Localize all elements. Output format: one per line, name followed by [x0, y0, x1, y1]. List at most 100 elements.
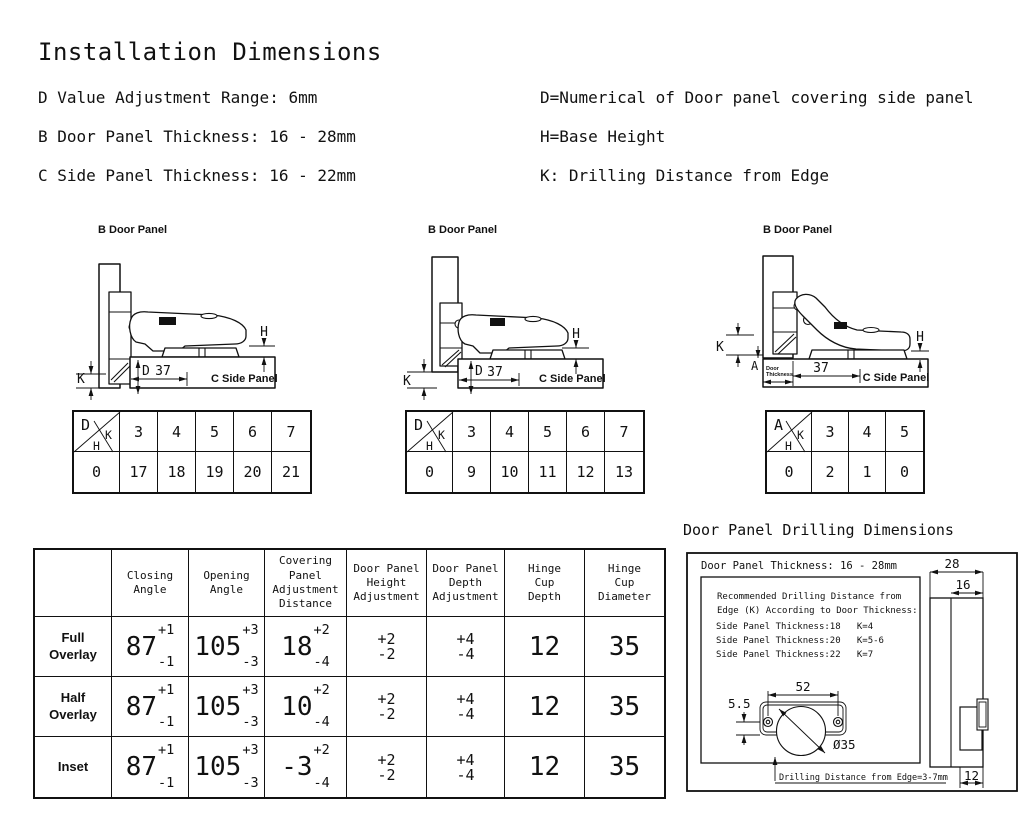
table-cell: 5 [196, 412, 234, 452]
corner-cell: D K H [406, 411, 454, 453]
diagram-full-overlay: B Door Panel C Side Panel [76, 224, 278, 400]
side-panel-shape: C Side Panel [457, 358, 606, 389]
header-depth-adjustment: Door Panel Depth Adjustment [427, 550, 505, 617]
hinge-clip [490, 318, 505, 326]
dimension-h: H [911, 330, 929, 372]
dimension-d-37: D 37 [459, 361, 520, 394]
dimension-d-37: D 37 [131, 360, 188, 394]
edge-distance-note: Drilling Distance from Edge=3-7mm [772, 757, 948, 784]
table-cell: 0 [767, 452, 812, 492]
info-d-adjustment-range: D Value Adjustment Range: 6mm [38, 88, 318, 107]
svg-text:K: K [77, 372, 85, 387]
svg-text:5.5: 5.5 [728, 696, 751, 711]
cell-covering-distance: 10 +2 -4 [265, 677, 347, 737]
svg-text:K: K [716, 340, 724, 355]
svg-text:H: H [426, 439, 433, 453]
svg-text:H: H [785, 439, 792, 453]
svg-text:A: A [751, 359, 759, 373]
svg-text:D: D [475, 364, 483, 379]
table-cell: 7 [605, 412, 643, 452]
table-cell: 7 [272, 412, 310, 452]
table-cell: 3 [120, 412, 158, 452]
diagram-half-overlay: B Door Panel C Side Panel [403, 224, 606, 400]
door-panel-label: B Door Panel [763, 224, 832, 236]
table-cell: 19 [196, 452, 234, 492]
table-cell: 3 [812, 412, 849, 452]
cell-covering-distance: -3 +2 -4 [265, 737, 347, 797]
hinge-arm-shape [794, 293, 911, 360]
corner-cell: A K H [766, 411, 813, 453]
door-thickness-note: Door Panel Thickness: 16 - 28mm [701, 560, 897, 572]
corner-diagonals: D K H [73, 411, 121, 453]
dimension-h: H [249, 325, 275, 372]
svg-text:37: 37 [155, 364, 171, 379]
header-height-adjustment: Door Panel Height Adjustment [347, 550, 427, 617]
svg-text:37: 37 [487, 365, 503, 380]
svg-text:K: K [797, 428, 804, 442]
svg-text:H: H [916, 330, 924, 345]
table-cell: 12 [567, 452, 605, 492]
header-hinge-cup-depth: Hinge Cup Depth [505, 550, 585, 617]
svg-text:Ø35: Ø35 [833, 737, 856, 752]
thickness-row: Side Panel Thickness:22 K=7 [716, 650, 873, 660]
svg-text:D: D [414, 416, 423, 434]
svg-text:H: H [93, 439, 100, 453]
hinge-arm-shape [129, 311, 247, 358]
cell-hinge-cup-depth: 12 [505, 617, 585, 677]
table-cell: 0 [74, 452, 120, 492]
side-panel-shape: C Side Panel [129, 356, 278, 389]
dimension-a: A [751, 346, 761, 373]
svg-text:D: D [142, 364, 150, 379]
thickness-row: Side Panel Thickness:20 K=5-6 [716, 636, 884, 646]
svg-text:K: K [105, 428, 112, 442]
cell-closing-angle: 87 +1 -1 [112, 737, 189, 797]
header-opening-angle: Opening Angle [189, 550, 265, 617]
door-thickness-callout: Door Thickness [763, 361, 794, 386]
cell-depth-adjustment: +4 -4 [427, 617, 505, 677]
row-label-inset: Inset [35, 737, 112, 797]
table-cell: 6 [234, 412, 272, 452]
svg-text:12: 12 [964, 768, 979, 783]
drilling-section-heading: Door Panel Drilling Dimensions [683, 521, 954, 539]
dimension-5-5: 5.5 [728, 696, 760, 745]
svg-text:D: D [81, 416, 90, 434]
svg-text:K: K [403, 374, 411, 389]
table-cell: 9 [453, 452, 491, 492]
dimension-28: 28 [929, 556, 984, 598]
svg-text:Drilling Distance from Edge=3-: Drilling Distance from Edge=3-7mm [779, 773, 948, 783]
side-panel-label: C Side Panel [539, 373, 606, 385]
table-cell: 18 [158, 452, 196, 492]
table-cell: 4 [158, 412, 196, 452]
corner-diagonals: D K H [406, 411, 454, 453]
cell-opening-angle: 105 +3 -3 [189, 617, 265, 677]
table-cell: 5 [529, 412, 567, 452]
cell-hinge-cup-diameter: 35 [585, 677, 664, 737]
table-cell: 13 [614, 463, 634, 481]
hinge-clip [159, 317, 176, 325]
dimension-52: 52 [767, 679, 839, 716]
side-panel-label: C Side Panel [211, 373, 278, 385]
thickness-row: Side Panel Thickness:18 K=4 [716, 622, 873, 632]
akh-table-inset: A K H 3 4 5 0 2 1 0 [765, 410, 925, 494]
recommendation-line: Edge (K) According to Door Thickness: [717, 606, 917, 616]
table-cell: 4 [491, 412, 529, 452]
corner-diagonals: A K H [766, 411, 813, 453]
svg-text:A: A [774, 416, 783, 434]
dimension-k: K [403, 359, 437, 400]
header-closing-angle: Closing Angle [112, 550, 189, 617]
cell-opening-angle: 105 +3 -3 [189, 677, 265, 737]
hinge-arm-shape [457, 314, 569, 360]
table-cell: 11 [529, 452, 567, 492]
info-door-panel-thickness: B Door Panel Thickness: 16 - 28mm [38, 127, 356, 146]
door-panel-label: B Door Panel [98, 224, 167, 236]
svg-text:28: 28 [944, 556, 959, 571]
dimension-h: H [562, 327, 589, 374]
table-cell: 4 [849, 412, 886, 452]
header-hinge-cup-diameter: Hinge Cup Diameter [585, 550, 664, 617]
drilling-dimensions-panel: Door Panel Thickness: 16 - 28mm Recommen… [686, 552, 1018, 792]
recommendation-line: Recommended Drilling Distance from [717, 592, 901, 602]
table-cell: 5 [886, 412, 923, 452]
header-covering-panel-adjustment: Covering Panel Adjustment Distance [265, 550, 347, 617]
cup-tab [976, 698, 989, 731]
